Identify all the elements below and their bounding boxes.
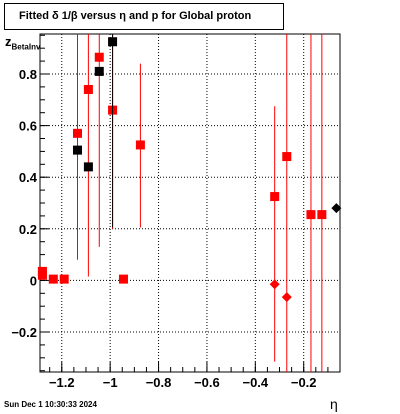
x-tick-label: −1.2 — [49, 375, 75, 390]
x-tick-label: −0.2 — [291, 375, 317, 390]
data-point — [94, 66, 104, 76]
y-tick-label: 0.4 — [19, 170, 38, 185]
plot-frame — [39, 33, 341, 373]
data-point — [37, 270, 47, 280]
data-point — [73, 145, 82, 155]
data-point — [48, 274, 58, 284]
y-tick-label: −0.2 — [11, 325, 37, 340]
data-point — [270, 192, 280, 202]
x-tick-label: −1 — [103, 375, 118, 390]
y-axis-label-sub: BetaInv — [11, 42, 41, 52]
data-point — [118, 274, 128, 284]
y-tick-label: 0.8 — [19, 67, 37, 82]
data-point — [108, 37, 118, 47]
timestamp-footer: Sun Dec 1 10:30:33 2024 — [4, 400, 97, 409]
data-point — [73, 128, 82, 138]
data-point — [306, 210, 316, 220]
data-point — [282, 152, 292, 162]
x-axis-label: η — [330, 396, 338, 412]
data-point — [135, 140, 145, 150]
y-axis-label-main: z — [5, 34, 12, 49]
data-point — [94, 52, 104, 62]
data-point — [59, 274, 69, 284]
x-tick-label: −0.6 — [194, 375, 220, 390]
y-tick-label: 0.6 — [19, 119, 37, 134]
data-point — [269, 279, 280, 290]
chart-title: Fitted δ 1/β versus η and p for Global p… — [4, 3, 284, 30]
y-axis-label: zBetaInv — [5, 34, 40, 52]
x-tick-label: −0.8 — [146, 375, 172, 390]
data-point — [331, 203, 342, 214]
y-tick-label: 0 — [30, 273, 37, 288]
data-point — [317, 210, 327, 220]
data-point — [281, 292, 292, 303]
y-tick-label: 0.2 — [19, 222, 37, 237]
data-point — [83, 84, 93, 94]
data-point — [83, 162, 93, 172]
x-tick-label: −0.4 — [242, 375, 268, 390]
